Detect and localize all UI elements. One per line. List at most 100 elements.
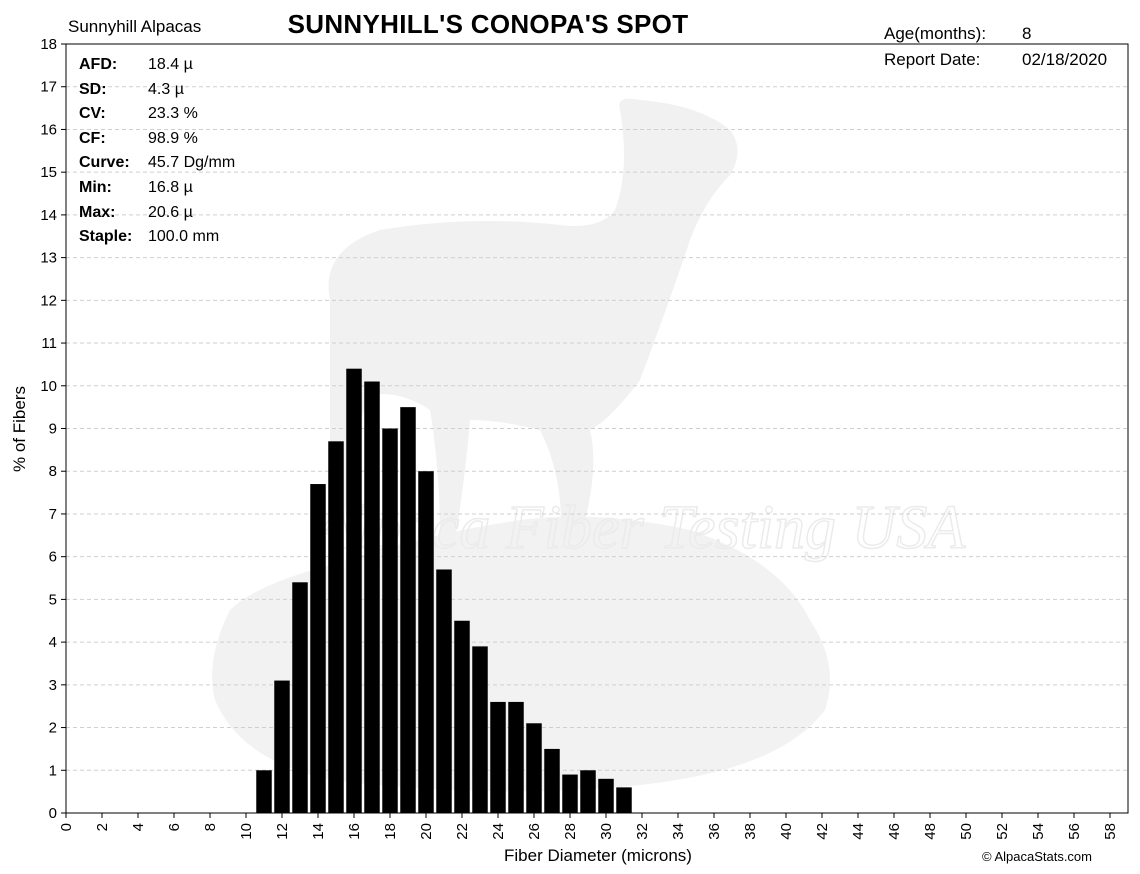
meta-age-label: Age(months): xyxy=(884,24,987,43)
x-tick-label-8: 8 xyxy=(202,823,219,831)
stat-staple-value: 100.0 mm xyxy=(148,228,220,246)
bar-28 xyxy=(562,774,578,813)
x-tick-label-24: 24 xyxy=(490,823,507,840)
bar-30 xyxy=(598,778,614,813)
bar-26 xyxy=(526,723,542,813)
bar-21 xyxy=(436,569,452,813)
stat-sd-label: SD: xyxy=(79,80,107,98)
y-tick-label-18: 18 xyxy=(40,36,57,53)
x-tick-label-46: 46 xyxy=(886,823,903,840)
bar-25 xyxy=(508,701,524,813)
stat-afd-value: 18.4 µ xyxy=(148,56,193,73)
stat-cf: CF: 98.9 % xyxy=(79,127,235,152)
x-tick-label-52: 52 xyxy=(994,823,1011,840)
copyright: © AlpacaStats.com xyxy=(981,849,1092,864)
chart-title: SUNNYHILL'S CONOPA'S SPOT xyxy=(287,9,689,39)
y-tick-label-17: 17 xyxy=(40,79,57,96)
y-tick-label-15: 15 xyxy=(40,164,57,181)
x-tick-label-16: 16 xyxy=(346,823,363,840)
meta-report-date-value: 02/18/2020 xyxy=(1022,50,1108,69)
report-meta: Age(months): 8 Report Date: 02/18/2020 xyxy=(884,21,1107,73)
farm-name: Sunnyhill Alpacas xyxy=(68,17,202,36)
y-tick-label-11: 11 xyxy=(41,335,57,352)
stat-min: Min: 16.8 µ xyxy=(79,176,235,201)
stat-afd: AFD: 18.4 µ xyxy=(79,53,235,78)
x-tick-label-2: 2 xyxy=(94,823,111,831)
y-tick-label-16: 16 xyxy=(40,121,57,138)
y-tick-label-10: 10 xyxy=(40,378,57,395)
stat-cv-label: CV: xyxy=(79,105,106,123)
x-tick-label-0: 0 xyxy=(58,823,75,831)
fiber-stats: AFD: 18.4 µ SD: 4.3 µ CV: 23.3 % CF: 98.9 % … xyxy=(79,53,235,250)
bar-13 xyxy=(292,582,308,813)
stat-staple-label: Staple: xyxy=(79,228,133,246)
stat-staple: Staple: 100.0 mm xyxy=(79,225,235,250)
x-tick-label-26: 26 xyxy=(526,823,543,840)
y-tick-label-13: 13 xyxy=(40,250,57,267)
meta-report-date-label: Report Date: xyxy=(884,50,981,69)
bar-23 xyxy=(472,646,488,813)
stat-min-label: Min: xyxy=(79,178,112,196)
x-tick-label-48: 48 xyxy=(922,823,939,840)
bar-17 xyxy=(364,381,380,813)
x-tick-label-56: 56 xyxy=(1066,823,1083,840)
stat-max-label: Max: xyxy=(79,203,116,221)
stat-cf-value: 98.9 % xyxy=(148,129,198,147)
stat-curve-label: Curve: xyxy=(79,154,130,172)
meta-report-date: Report Date: 02/18/2020 xyxy=(884,47,1107,73)
x-tick-label-50: 50 xyxy=(958,823,975,840)
x-tick-label-44: 44 xyxy=(850,823,867,840)
x-tick-label-58: 58 xyxy=(1102,823,1119,840)
meta-age: Age(months): 8 xyxy=(884,21,1107,47)
y-tick-label-5: 5 xyxy=(49,591,57,608)
x-tick-label-4: 4 xyxy=(130,823,147,831)
bar-11 xyxy=(256,770,272,813)
bar-22 xyxy=(454,620,470,813)
y-axis-label: % of Fibers xyxy=(10,386,29,472)
x-tick-label-40: 40 xyxy=(778,823,795,840)
x-tick-label-36: 36 xyxy=(706,823,723,840)
bar-12 xyxy=(274,680,290,813)
bar-15 xyxy=(328,441,344,813)
stat-cv-value: 23.3 % xyxy=(148,105,198,123)
bar-20 xyxy=(418,471,434,813)
x-tick-label-20: 20 xyxy=(418,823,435,840)
bar-19 xyxy=(400,407,416,813)
bar-29 xyxy=(580,770,596,813)
x-tick-label-42: 42 xyxy=(814,823,831,840)
bar-18 xyxy=(382,428,398,813)
bar-14 xyxy=(310,484,326,813)
x-tick-label-18: 18 xyxy=(382,823,399,840)
x-tick-label-28: 28 xyxy=(562,823,579,840)
stat-sd: SD: 4.3 µ xyxy=(79,78,235,103)
y-tick-label-14: 14 xyxy=(40,207,57,224)
y-tick-label-0: 0 xyxy=(49,805,57,822)
stat-sd-value: 4.3 µ xyxy=(148,80,184,98)
bar-27 xyxy=(544,748,560,813)
x-tick-label-6: 6 xyxy=(166,823,183,831)
y-tick-label-6: 6 xyxy=(49,549,57,566)
y-tick-label-4: 4 xyxy=(49,634,57,651)
stat-afd-label: AFD: xyxy=(79,56,118,73)
meta-age-value: 8 xyxy=(1022,24,1032,43)
bar-16 xyxy=(346,368,362,813)
y-tick-label-8: 8 xyxy=(49,463,57,480)
x-tick-label-54: 54 xyxy=(1030,823,1047,840)
y-tick-label-3: 3 xyxy=(49,677,57,694)
bar-24 xyxy=(490,701,506,813)
stat-max: Max: 20.6 µ xyxy=(79,201,235,226)
stat-curve-value: 45.7 Dg/mm xyxy=(148,154,236,172)
x-tick-label-32: 32 xyxy=(634,823,651,840)
y-tick-label-2: 2 xyxy=(49,720,57,737)
x-tick-label-14: 14 xyxy=(310,823,327,840)
stat-cv: CV: 23.3 % xyxy=(79,102,235,127)
x-tick-label-22: 22 xyxy=(454,823,471,840)
x-tick-label-12: 12 xyxy=(274,823,291,840)
y-tick-label-12: 12 xyxy=(40,292,57,309)
stat-max-value: 20.6 µ xyxy=(148,203,193,221)
stat-cf-label: CF: xyxy=(79,129,106,147)
stat-curve: Curve: 45.7 Dg/mm xyxy=(79,151,235,176)
y-tick-label-1: 1 xyxy=(49,762,57,779)
bar-31 xyxy=(616,787,632,813)
